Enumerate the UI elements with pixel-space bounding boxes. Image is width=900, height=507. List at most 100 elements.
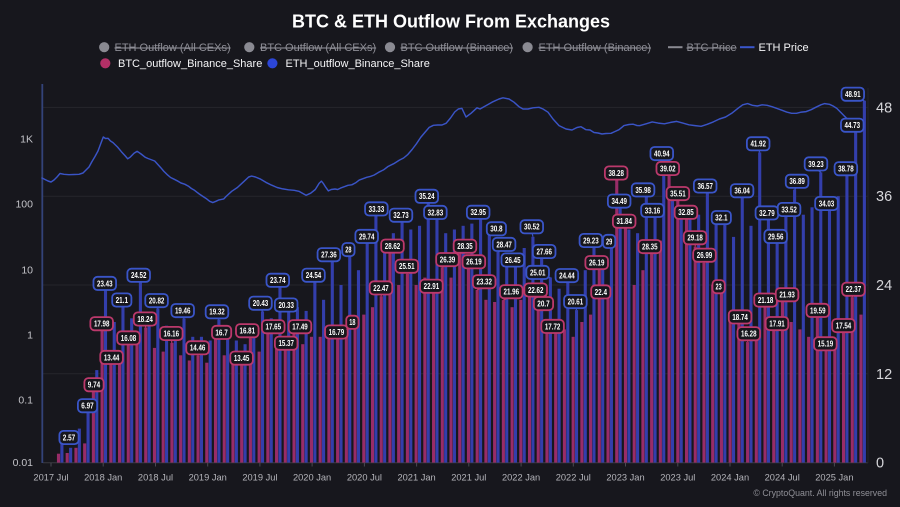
svg-text:21.18: 21.18 bbox=[758, 296, 774, 305]
svg-text:22.91: 22.91 bbox=[424, 282, 440, 291]
svg-text:0.01: 0.01 bbox=[13, 457, 34, 469]
svg-text:2018 Jul: 2018 Jul bbox=[138, 472, 173, 482]
svg-text:26.19: 26.19 bbox=[589, 259, 605, 268]
svg-text:2022 Jul: 2022 Jul bbox=[556, 472, 591, 482]
svg-text:23.43: 23.43 bbox=[97, 279, 113, 288]
svg-text:36: 36 bbox=[876, 189, 892, 205]
svg-text:2022 Jan: 2022 Jan bbox=[502, 472, 540, 482]
svg-text:9.74: 9.74 bbox=[88, 381, 101, 390]
svg-text:23.32: 23.32 bbox=[476, 278, 492, 287]
svg-text:35.51: 35.51 bbox=[670, 190, 686, 199]
svg-text:1: 1 bbox=[27, 330, 33, 342]
svg-text:0.1: 0.1 bbox=[18, 395, 33, 407]
svg-text:36.57: 36.57 bbox=[697, 182, 713, 191]
svg-text:1K: 1K bbox=[20, 133, 33, 145]
svg-text:20.43: 20.43 bbox=[253, 299, 269, 308]
svg-text:38.28: 38.28 bbox=[608, 169, 624, 178]
svg-text:29.74: 29.74 bbox=[359, 232, 375, 241]
svg-text:28.35: 28.35 bbox=[457, 242, 473, 251]
svg-text:2018 Jan: 2018 Jan bbox=[84, 472, 122, 482]
svg-text:2019 Jan: 2019 Jan bbox=[189, 472, 227, 482]
svg-text:29: 29 bbox=[606, 237, 613, 246]
svg-text:100: 100 bbox=[15, 199, 33, 211]
svg-text:14.46: 14.46 bbox=[190, 344, 206, 353]
svg-text:ETH Outflow (All CEXs): ETH Outflow (All CEXs) bbox=[115, 42, 231, 54]
svg-text:35.98: 35.98 bbox=[635, 186, 651, 195]
svg-text:48: 48 bbox=[876, 100, 892, 116]
svg-text:28.47: 28.47 bbox=[496, 240, 512, 249]
svg-text:30.8: 30.8 bbox=[490, 225, 503, 234]
svg-text:41.92: 41.92 bbox=[750, 140, 766, 149]
svg-text:18.24: 18.24 bbox=[137, 315, 153, 324]
svg-text:0: 0 bbox=[876, 456, 884, 472]
svg-text:27.36: 27.36 bbox=[321, 251, 337, 260]
svg-text:2024 Jul: 2024 Jul bbox=[765, 472, 800, 482]
svg-text:17.98: 17.98 bbox=[94, 320, 110, 329]
svg-text:36.89: 36.89 bbox=[789, 177, 805, 186]
svg-text:16.7: 16.7 bbox=[215, 328, 228, 337]
svg-text:17.91: 17.91 bbox=[769, 320, 785, 329]
svg-text:32.85: 32.85 bbox=[678, 208, 694, 217]
svg-text:2024 Jan: 2024 Jan bbox=[711, 472, 749, 482]
svg-text:26.39: 26.39 bbox=[440, 256, 456, 265]
svg-text:2020 Jan: 2020 Jan bbox=[293, 472, 331, 482]
svg-text:44.73: 44.73 bbox=[845, 121, 861, 130]
svg-text:24: 24 bbox=[876, 278, 892, 294]
svg-text:21.93: 21.93 bbox=[779, 291, 795, 300]
svg-text:2023 Jul: 2023 Jul bbox=[660, 472, 695, 482]
svg-text:28: 28 bbox=[345, 246, 352, 255]
svg-text:34.49: 34.49 bbox=[611, 197, 627, 206]
svg-text:15.19: 15.19 bbox=[818, 340, 834, 349]
svg-text:20.61: 20.61 bbox=[568, 298, 584, 307]
svg-text:15.37: 15.37 bbox=[278, 339, 294, 348]
svg-text:48.91: 48.91 bbox=[845, 90, 861, 99]
svg-text:40.94: 40.94 bbox=[654, 150, 670, 159]
svg-text:32.73: 32.73 bbox=[393, 211, 409, 220]
svg-text:22.47: 22.47 bbox=[373, 284, 389, 293]
svg-text:16.28: 16.28 bbox=[741, 330, 757, 339]
svg-text:13.45: 13.45 bbox=[234, 354, 250, 363]
svg-text:ETH Price: ETH Price bbox=[759, 42, 809, 54]
svg-text:20.33: 20.33 bbox=[278, 301, 294, 310]
svg-text:22.37: 22.37 bbox=[846, 285, 862, 294]
svg-text:12: 12 bbox=[876, 367, 892, 383]
svg-text:18: 18 bbox=[349, 318, 356, 327]
svg-text:BTC_outflow_Binance_Share: BTC_outflow_Binance_Share bbox=[118, 58, 262, 70]
svg-text:16.08: 16.08 bbox=[121, 334, 137, 343]
svg-text:26.45: 26.45 bbox=[505, 256, 521, 265]
svg-text:22.4: 22.4 bbox=[595, 288, 608, 297]
svg-text:32.83: 32.83 bbox=[428, 208, 444, 217]
svg-text:29.18: 29.18 bbox=[687, 234, 703, 243]
svg-text:6.97: 6.97 bbox=[81, 402, 94, 411]
svg-text:19.59: 19.59 bbox=[810, 306, 826, 315]
svg-text:BTC Outflow (Binance): BTC Outflow (Binance) bbox=[401, 42, 513, 54]
svg-text:34.03: 34.03 bbox=[819, 199, 835, 208]
svg-text:2025 Jan: 2025 Jan bbox=[815, 472, 853, 482]
svg-text:18.74: 18.74 bbox=[732, 313, 748, 322]
svg-text:24.54: 24.54 bbox=[306, 271, 322, 280]
svg-text:BTC & ETH Outflow From Exchang: BTC & ETH Outflow From Exchanges bbox=[292, 12, 610, 32]
svg-text:26.99: 26.99 bbox=[697, 251, 713, 260]
svg-text:32.95: 32.95 bbox=[470, 208, 486, 217]
svg-text:16.81: 16.81 bbox=[240, 327, 256, 336]
svg-text:19.46: 19.46 bbox=[175, 307, 191, 316]
svg-text:31.84: 31.84 bbox=[616, 217, 632, 226]
svg-text:ETH Outflow (Binance): ETH Outflow (Binance) bbox=[539, 42, 651, 54]
svg-text:26.19: 26.19 bbox=[466, 258, 482, 267]
svg-text:BTC Price: BTC Price bbox=[687, 42, 737, 54]
svg-text:BTC Outflow (All CEXs): BTC Outflow (All CEXs) bbox=[260, 42, 376, 54]
svg-text:28.35: 28.35 bbox=[642, 243, 658, 252]
svg-text:2017 Jul: 2017 Jul bbox=[33, 472, 68, 482]
svg-text:13.44: 13.44 bbox=[104, 353, 120, 362]
svg-text:28.62: 28.62 bbox=[385, 242, 401, 251]
svg-text:ETH_outflow_Binance_Share: ETH_outflow_Binance_Share bbox=[286, 58, 430, 70]
svg-text:20.82: 20.82 bbox=[149, 297, 165, 306]
svg-text:39.23: 39.23 bbox=[808, 160, 824, 169]
svg-text:10: 10 bbox=[21, 265, 33, 277]
svg-text:29.56: 29.56 bbox=[768, 232, 784, 241]
svg-text:33.16: 33.16 bbox=[645, 206, 661, 215]
svg-text:2020 Jul: 2020 Jul bbox=[347, 472, 382, 482]
svg-text:25.01: 25.01 bbox=[530, 268, 546, 277]
svg-text:33.52: 33.52 bbox=[781, 205, 797, 214]
svg-text:35.24: 35.24 bbox=[419, 192, 435, 201]
